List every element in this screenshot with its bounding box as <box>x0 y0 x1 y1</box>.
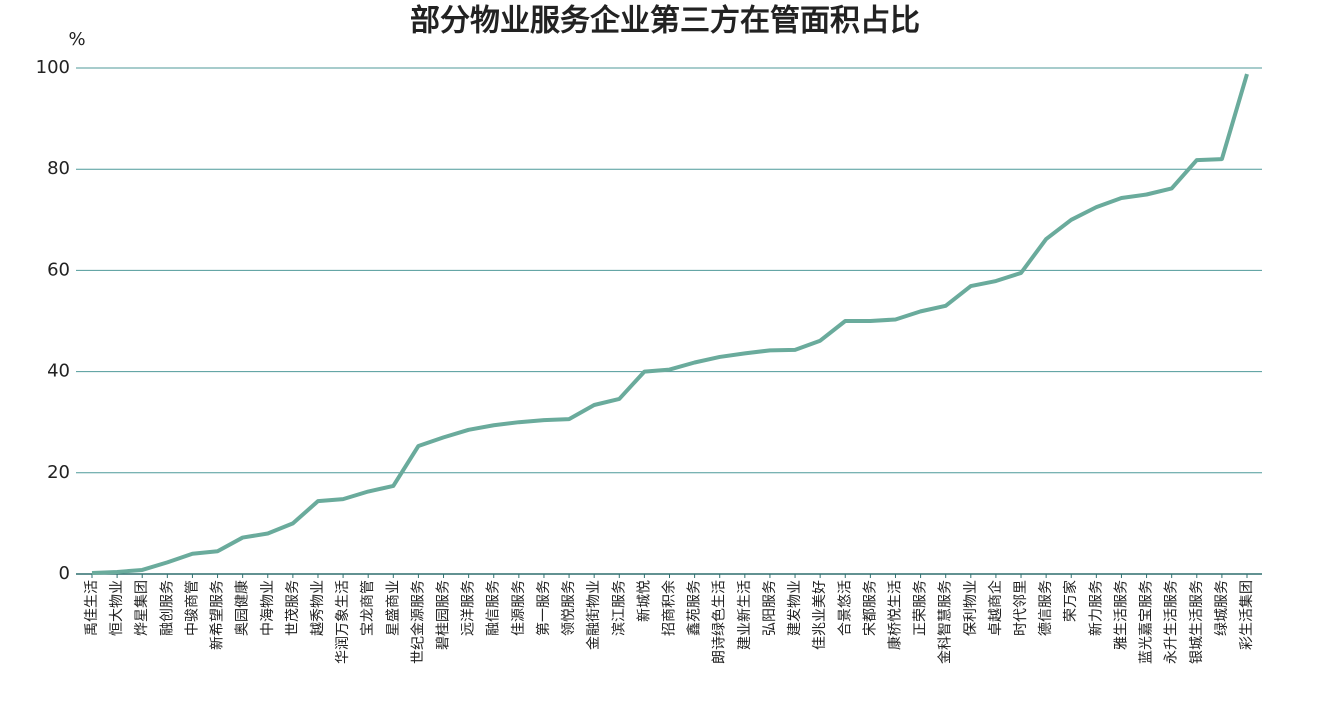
x-tick-label: 新力服务 <box>1088 580 1104 636</box>
chart-title: 部分物业服务企业第三方在管面积占比 <box>410 4 920 39</box>
x-tick-label: 弘阳服务 <box>762 580 778 636</box>
x-tick-label: 朗诗绿色生活 <box>711 580 728 664</box>
y-tick-label: 20 <box>47 462 70 483</box>
x-tick-label: 宝龙商管 <box>360 580 376 636</box>
x-tick-label: 金科智慧服务 <box>938 580 954 664</box>
x-tick-label: 华润万象生活 <box>335 580 351 664</box>
data-line <box>91 73 1249 575</box>
x-tick-label: 银城生活服务 <box>1189 580 1205 664</box>
x-tick-label: 时代邻里 <box>1013 580 1029 636</box>
x-tick-label: 招商积余 <box>661 580 678 636</box>
x-tick-label: 奥园健康 <box>234 580 251 636</box>
x-tick-label: 正荣服务 <box>913 580 929 636</box>
x-tick-label: 禹佳生活 <box>84 580 100 636</box>
x-tick-label: 新希望服务 <box>210 580 226 650</box>
x-tick-label: 荣万家 <box>1062 580 1079 622</box>
x-tick-label: 领悦服务 <box>561 580 577 636</box>
x-tick-label: 中海物业 <box>260 580 276 636</box>
x-tick-label: 恒大物业 <box>109 580 125 636</box>
x-tick-label: 远洋服务 <box>461 580 477 636</box>
x-tick-label: 融信服务 <box>486 580 502 636</box>
x-tick-label: 世纪金源服务 <box>410 580 426 664</box>
x-tick-label: 星盛商业 <box>385 580 401 636</box>
x-tick-label: 第一服务 <box>535 580 552 636</box>
y-tick-label: 80 <box>47 158 70 179</box>
x-tick-label: 新城悦 <box>636 580 652 622</box>
x-tick-label: 德信服务 <box>1038 580 1054 636</box>
x-tick-label: 佳源服务 <box>511 580 527 636</box>
y-axis-label: % <box>68 29 85 50</box>
x-tick-label: 卓越商企 <box>987 580 1004 636</box>
x-tick-label: 建业新生活 <box>737 580 753 650</box>
x-tick-label: 越秀物业 <box>310 580 326 636</box>
x-tick-label: 建发物业 <box>787 580 803 636</box>
y-tick-label: 40 <box>47 361 70 382</box>
x-tick-label: 金融街物业 <box>586 580 602 650</box>
x-tick-label: 彩生活集团 <box>1238 580 1255 650</box>
x-tick-label: 碧桂园服务 <box>436 580 452 650</box>
y-tick-label: 60 <box>47 259 70 280</box>
x-tick-label: 保利物业 <box>963 580 979 636</box>
x-tick-label: 康桥悦生活 <box>886 580 903 650</box>
x-tick-label: 合景悠活 <box>837 580 853 636</box>
y-tick-label: 0 <box>59 563 70 584</box>
x-tick-label: 佳兆业美好 <box>812 580 828 650</box>
x-tick-label: 融创服务 <box>159 580 175 636</box>
x-tick-label: 烨星集团 <box>133 580 150 636</box>
x-tick-label: 宋都服务 <box>862 580 878 636</box>
x-tick-label: 雅生活服务 <box>1113 580 1129 650</box>
x-tick-label: 绿城服务 <box>1214 580 1230 636</box>
x-tick-label: 鑫苑服务 <box>686 580 703 636</box>
x-tick-label: 蓝光嘉宝服务 <box>1139 580 1155 664</box>
x-tick-label: 滨江服务 <box>611 580 627 636</box>
y-tick-label: 100 <box>36 57 70 78</box>
x-tick-label: 世茂服务 <box>284 580 301 636</box>
x-tick-label: 永升生活服务 <box>1164 580 1180 664</box>
x-tick-label: 中骏商管 <box>184 580 200 636</box>
